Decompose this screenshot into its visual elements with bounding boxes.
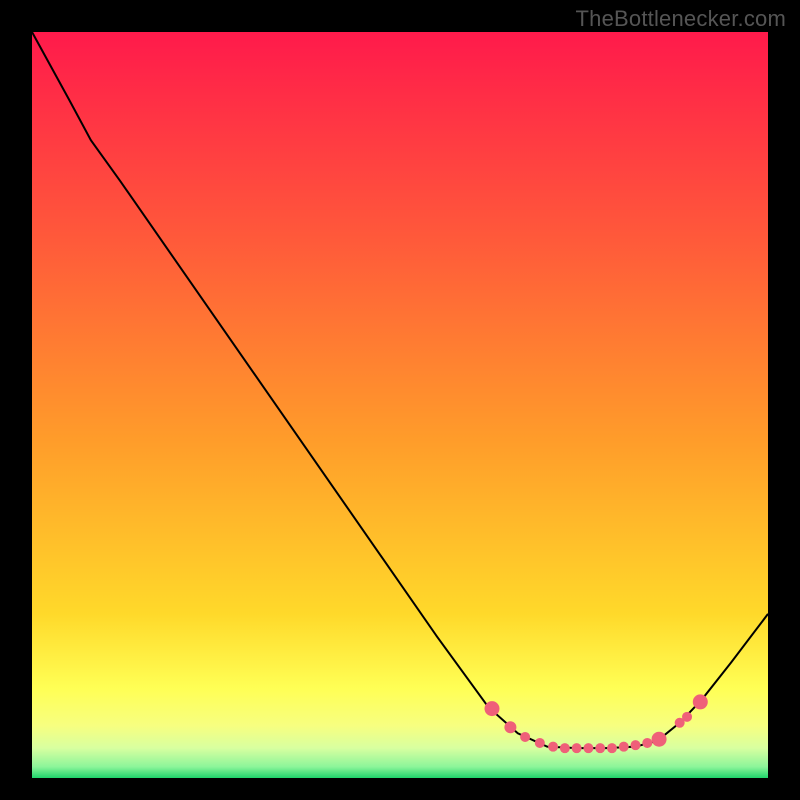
curve-marker [504, 721, 516, 733]
curve-layer [32, 32, 768, 778]
curve-marker [619, 742, 629, 752]
curve-marker [631, 740, 641, 750]
bottleneck-curve [32, 32, 768, 748]
curve-marker [583, 743, 593, 753]
curve-marker [560, 743, 570, 753]
curve-marker [485, 701, 500, 716]
curve-marker [607, 743, 617, 753]
marker-group [485, 694, 708, 753]
curve-marker [682, 712, 692, 722]
curve-marker [652, 732, 667, 747]
curve-marker [595, 743, 605, 753]
curve-marker [548, 742, 558, 752]
curve-marker [572, 743, 582, 753]
curve-marker [642, 738, 652, 748]
chart-plot-area [32, 32, 768, 778]
curve-marker [693, 694, 708, 709]
watermark-text: TheBottlenecker.com [576, 6, 786, 32]
curve-marker [535, 738, 545, 748]
curve-marker [520, 732, 530, 742]
